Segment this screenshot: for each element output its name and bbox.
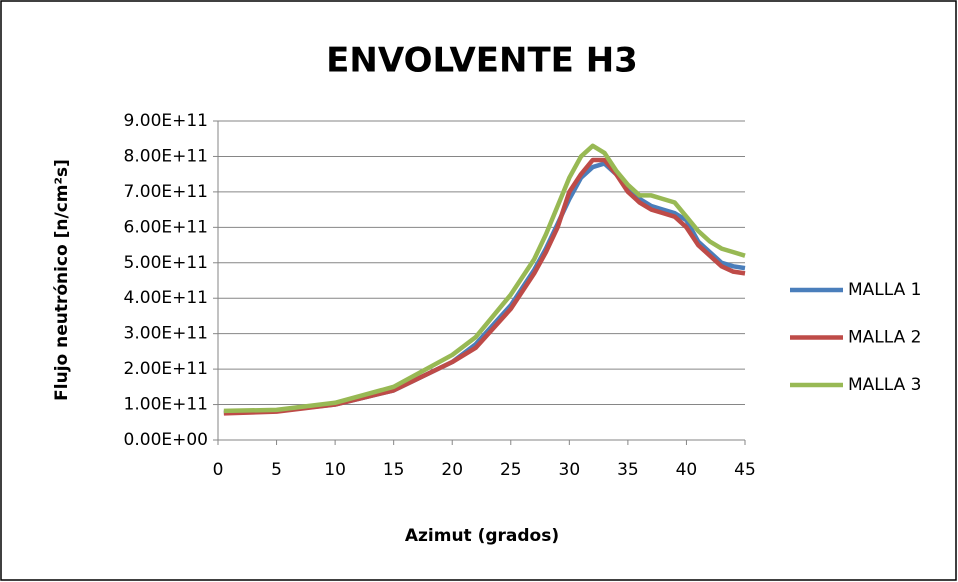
series-line	[223, 157, 746, 416]
x-tick-label: 20	[441, 460, 463, 480]
x-axis-label: Azimut (grados)	[405, 526, 559, 546]
y-tick-label: 0.00E+00	[124, 430, 208, 450]
x-tick-label: 0	[213, 460, 224, 480]
legend-label: MALLA 2	[848, 328, 921, 348]
y-tick-label: 6.00E+11	[124, 217, 208, 237]
x-tick-label: 30	[559, 460, 581, 480]
x-tick-label: 10	[324, 460, 346, 480]
series-line	[223, 143, 746, 414]
x-tick-label: 5	[271, 460, 282, 480]
x-tick-label: 45	[734, 460, 756, 480]
x-tick-label: 35	[617, 460, 639, 480]
y-tick-label: 5.00E+11	[124, 253, 208, 273]
y-tick-label: 3.00E+11	[124, 324, 208, 344]
x-tick-label: 15	[383, 460, 405, 480]
y-tick-label: 1.00E+11	[124, 395, 208, 415]
y-tick-label: 9.00E+11	[124, 111, 208, 131]
legend-label: MALLA 3	[848, 375, 921, 395]
y-tick-label: 4.00E+11	[124, 288, 208, 308]
y-tick-label: 8.00E+11	[124, 146, 208, 166]
x-tick-label: 40	[676, 460, 698, 480]
y-axis-label: Flujo neutrónico [n/cm²s]	[52, 159, 72, 401]
y-tick-label: 2.00E+11	[124, 359, 208, 379]
legend-label: MALLA 1	[848, 280, 921, 300]
y-tick-label: 7.00E+11	[124, 182, 208, 202]
x-tick-label: 25	[500, 460, 522, 480]
chart-title: ENVOLVENTE H3	[326, 41, 638, 81]
